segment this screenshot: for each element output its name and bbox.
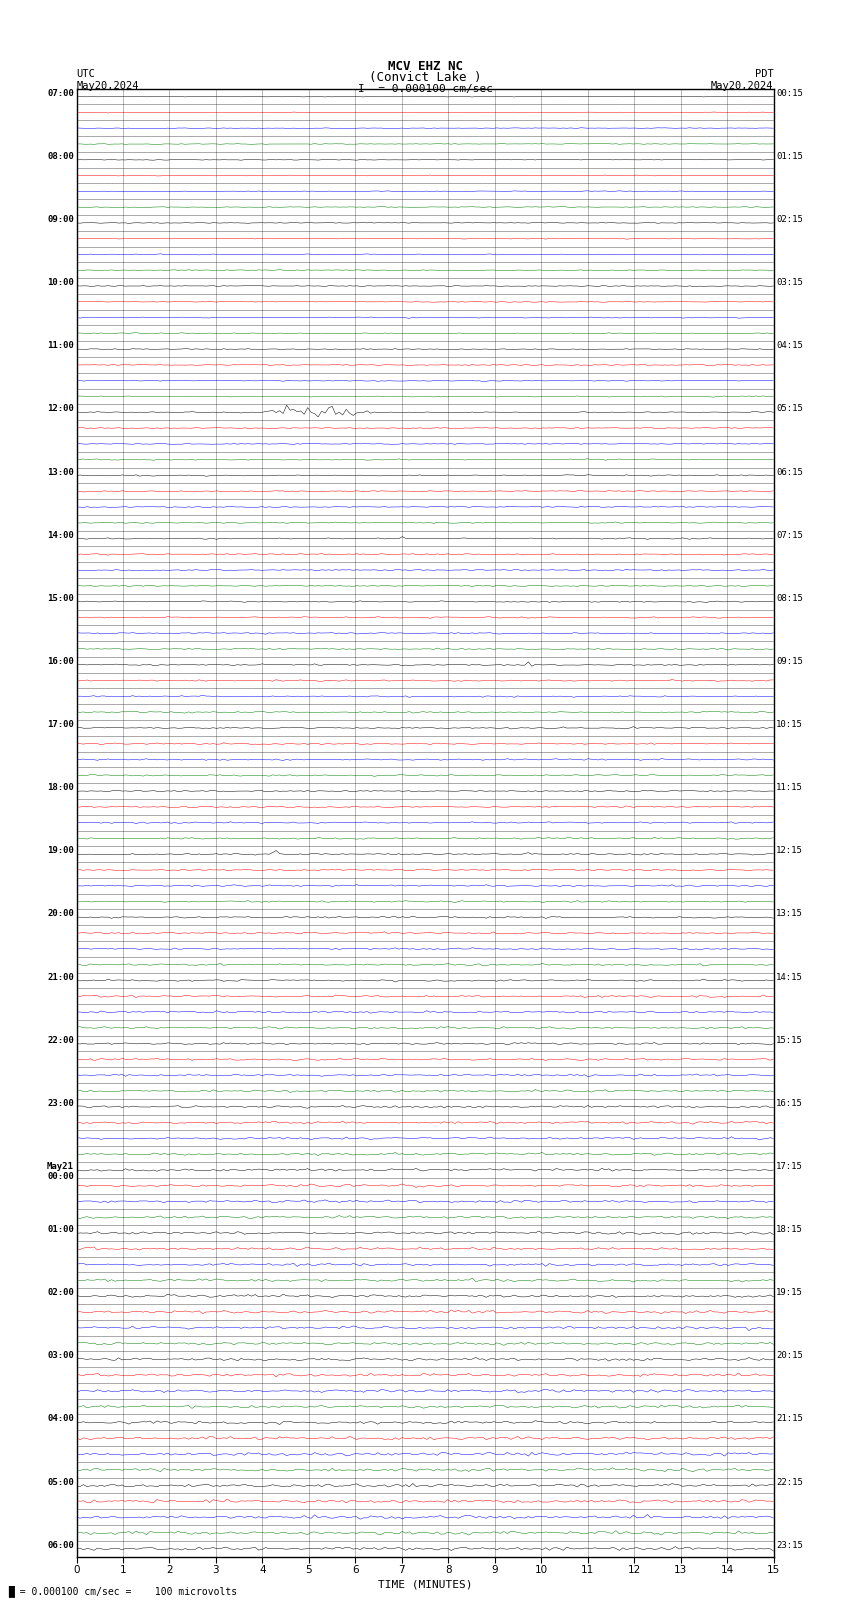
Text: 03:00: 03:00 [47,1352,74,1360]
Text: 08:00: 08:00 [47,152,74,161]
Text: 19:15: 19:15 [776,1289,803,1297]
X-axis label: TIME (MINUTES): TIME (MINUTES) [377,1579,473,1589]
Text: 11:00: 11:00 [47,342,74,350]
Text: 09:00: 09:00 [47,215,74,224]
Text: May21
00:00: May21 00:00 [47,1161,74,1181]
Text: 23:15: 23:15 [776,1540,803,1550]
Text: 00:15: 00:15 [776,89,803,98]
Text: 20:00: 20:00 [47,910,74,918]
Text: 14:00: 14:00 [47,531,74,540]
Text: 18:00: 18:00 [47,784,74,792]
Text: 07:00: 07:00 [47,89,74,98]
Text: I  = 0.000100 cm/sec: I = 0.000100 cm/sec [358,84,492,94]
Text: 21:00: 21:00 [47,973,74,982]
Text: 17:00: 17:00 [47,719,74,729]
Text: 20:15: 20:15 [776,1352,803,1360]
Text: 07:15: 07:15 [776,531,803,540]
Text: 15:00: 15:00 [47,594,74,603]
Text: 16:15: 16:15 [776,1098,803,1108]
Text: 17:15: 17:15 [776,1161,803,1171]
Text: █ = 0.000100 cm/sec =    100 microvolts: █ = 0.000100 cm/sec = 100 microvolts [8,1586,238,1597]
Text: 22:15: 22:15 [776,1478,803,1487]
Text: 18:15: 18:15 [776,1226,803,1234]
Text: 02:00: 02:00 [47,1289,74,1297]
Text: UTC
May20,2024: UTC May20,2024 [76,69,139,90]
Text: 16:00: 16:00 [47,656,74,666]
Text: 10:00: 10:00 [47,277,74,287]
Text: 10:15: 10:15 [776,719,803,729]
Text: (Convict Lake ): (Convict Lake ) [369,71,481,84]
Text: 13:00: 13:00 [47,468,74,476]
Text: 08:15: 08:15 [776,594,803,603]
Text: 12:00: 12:00 [47,405,74,413]
Text: 06:00: 06:00 [47,1540,74,1550]
Text: 02:15: 02:15 [776,215,803,224]
Text: 01:15: 01:15 [776,152,803,161]
Text: 12:15: 12:15 [776,847,803,855]
Text: 21:15: 21:15 [776,1415,803,1424]
Text: 11:15: 11:15 [776,784,803,792]
Text: 23:00: 23:00 [47,1098,74,1108]
Text: 15:15: 15:15 [776,1036,803,1045]
Text: MCV EHZ NC: MCV EHZ NC [388,60,462,73]
Text: 05:15: 05:15 [776,405,803,413]
Text: 09:15: 09:15 [776,656,803,666]
Text: 01:00: 01:00 [47,1226,74,1234]
Text: 04:15: 04:15 [776,342,803,350]
Text: PDT
May20,2024: PDT May20,2024 [711,69,774,90]
Text: 06:15: 06:15 [776,468,803,476]
Text: 04:00: 04:00 [47,1415,74,1424]
Text: 03:15: 03:15 [776,277,803,287]
Text: 14:15: 14:15 [776,973,803,982]
Text: 19:00: 19:00 [47,847,74,855]
Text: 22:00: 22:00 [47,1036,74,1045]
Text: 05:00: 05:00 [47,1478,74,1487]
Text: 13:15: 13:15 [776,910,803,918]
